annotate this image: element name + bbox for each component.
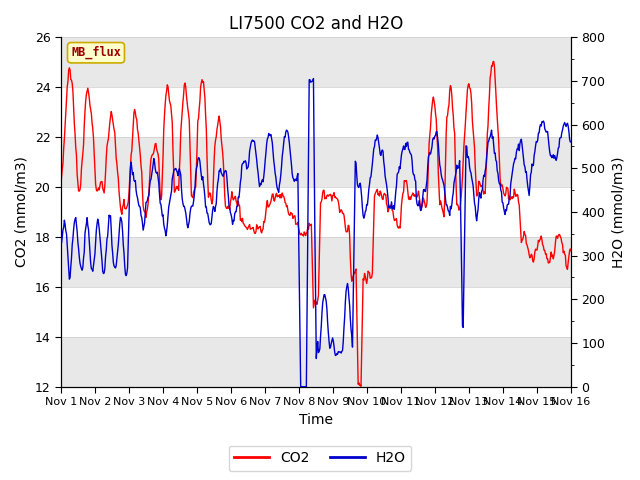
Y-axis label: H2O (mmol/m3): H2O (mmol/m3): [611, 156, 625, 268]
Legend: CO2, H2O: CO2, H2O: [228, 445, 412, 471]
X-axis label: Time: Time: [299, 413, 333, 427]
Y-axis label: CO2 (mmol/m3): CO2 (mmol/m3): [15, 156, 29, 267]
Bar: [61, 337, 571, 386]
Bar: [61, 87, 571, 137]
Bar: [61, 237, 571, 287]
Bar: [61, 187, 571, 237]
Bar: [61, 37, 571, 87]
Text: MB_flux: MB_flux: [71, 46, 121, 60]
Bar: [61, 137, 571, 187]
Bar: [61, 287, 571, 337]
Title: LI7500 CO2 and H2O: LI7500 CO2 and H2O: [229, 15, 403, 33]
